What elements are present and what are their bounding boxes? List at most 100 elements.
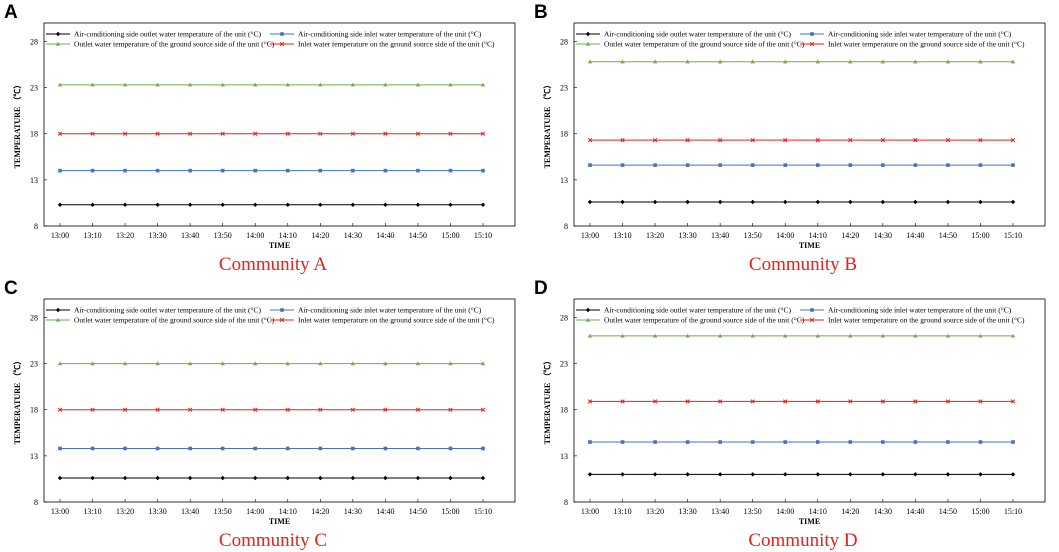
data-point [415, 202, 421, 207]
data-point [946, 163, 950, 167]
data-point [57, 82, 63, 87]
data-point [155, 407, 160, 412]
community-caption: Community A [219, 254, 327, 275]
legend-label: Outlet water temperature of the ground s… [74, 40, 275, 49]
x-tick-label: 13:30 [678, 231, 696, 240]
data-point [416, 168, 420, 173]
y-tick-label: 23 [30, 84, 38, 93]
data-point [620, 399, 625, 404]
data-point [57, 475, 63, 481]
series-group [57, 131, 486, 136]
x-tick-label: 13:30 [678, 507, 696, 516]
x-tick-label: 13:50 [744, 507, 762, 516]
legend-marker [585, 317, 591, 322]
legend-item: Outlet water temperature of the ground s… [46, 40, 275, 49]
y-tick-label: 13 [30, 452, 38, 461]
data-point [350, 82, 356, 87]
data-point [783, 59, 788, 64]
y-tick-label: 13 [560, 452, 568, 461]
data-point [383, 361, 388, 366]
data-point [188, 131, 193, 136]
data-point [220, 361, 225, 366]
x-tick-label: 15:00 [441, 231, 459, 240]
data-point [945, 399, 951, 404]
x-tick-label: 14:00 [246, 231, 264, 240]
x-tick-label: 14:30 [874, 231, 892, 240]
data-point [57, 361, 63, 366]
y-tick-label: 8 [34, 222, 38, 231]
data-point [1010, 59, 1016, 64]
data-point [90, 361, 95, 366]
x-tick-label: 14:40 [906, 231, 924, 240]
data-point [253, 82, 258, 87]
data-point [90, 446, 95, 451]
data-point [913, 59, 918, 64]
data-point [717, 59, 723, 64]
data-point [187, 202, 193, 207]
data-point [480, 361, 486, 366]
legend-label: Outlet water temperature of the ground s… [604, 40, 805, 49]
data-point [58, 446, 62, 451]
data-point [318, 82, 323, 87]
data-point [783, 163, 788, 167]
x-tick-label: 14:00 [776, 231, 794, 240]
y-tick-label: 13 [30, 176, 38, 185]
legend-item: Air-conditioning side outlet water tempe… [46, 306, 261, 315]
x-tick-label: 13:50 [214, 231, 232, 240]
legend-item: Outlet water temperature of the ground s… [46, 316, 275, 325]
data-point [750, 440, 755, 444]
data-point [652, 333, 658, 338]
data-point [913, 440, 918, 444]
data-point [685, 199, 690, 205]
data-point [750, 199, 755, 205]
series-group [58, 168, 485, 173]
community-caption: Community B [749, 254, 857, 275]
data-point [481, 168, 485, 173]
legend-label: Air-conditioning side outlet water tempe… [74, 306, 261, 315]
panel-letter: A [4, 2, 18, 23]
panel-letter: B [534, 2, 548, 23]
data-point [620, 59, 625, 64]
x-tick-label: 14:30 [344, 507, 362, 516]
data-point [57, 131, 63, 136]
chart-svg: D Community D 8 13 18 23 28 13:00 13:10 13:20 13:3… [534, 278, 1046, 551]
y-tick-label: 8 [564, 222, 568, 231]
legend-label: Inlet water temperature on the ground so… [298, 40, 495, 49]
series-group [57, 82, 486, 87]
data-point [913, 333, 918, 338]
data-point [945, 472, 951, 477]
x-tick-label: 14:10 [279, 231, 297, 240]
x-tick-label: 15:10 [1004, 231, 1022, 240]
data-point [481, 446, 485, 451]
legend-item: Air-conditioning side outlet water tempe… [576, 30, 791, 39]
legend-marker [585, 41, 591, 46]
y-tick-label: 23 [560, 360, 568, 369]
data-point [815, 59, 820, 64]
data-point [978, 333, 983, 338]
data-point [318, 475, 323, 481]
x-tick-label: 13:10 [83, 231, 101, 240]
data-point [383, 168, 388, 173]
series-group [58, 446, 485, 451]
data-point [415, 407, 421, 412]
data-point [978, 199, 983, 205]
x-tick-label: 13:00 [51, 507, 69, 516]
legend-item: Outlet water temperature of the ground s… [576, 316, 805, 325]
data-point [415, 361, 421, 366]
y-tick-label: 28 [30, 37, 38, 46]
data-point [1011, 440, 1015, 444]
data-point [815, 163, 820, 167]
data-point [383, 82, 388, 87]
data-point [122, 407, 128, 412]
data-point [480, 202, 486, 207]
legend-label: Inlet water temperature on the ground so… [828, 316, 1025, 325]
data-point [155, 82, 160, 87]
data-point [978, 399, 983, 404]
x-tick-label: 14:00 [776, 507, 794, 516]
panel-community-d: D Community D 8 13 18 23 28 13:00 13:10 13:20 13:3… [530, 276, 1059, 552]
data-point [848, 440, 853, 444]
data-point [480, 407, 486, 412]
data-point [220, 82, 225, 87]
community-caption: Community C [219, 530, 327, 551]
data-point [187, 475, 193, 481]
